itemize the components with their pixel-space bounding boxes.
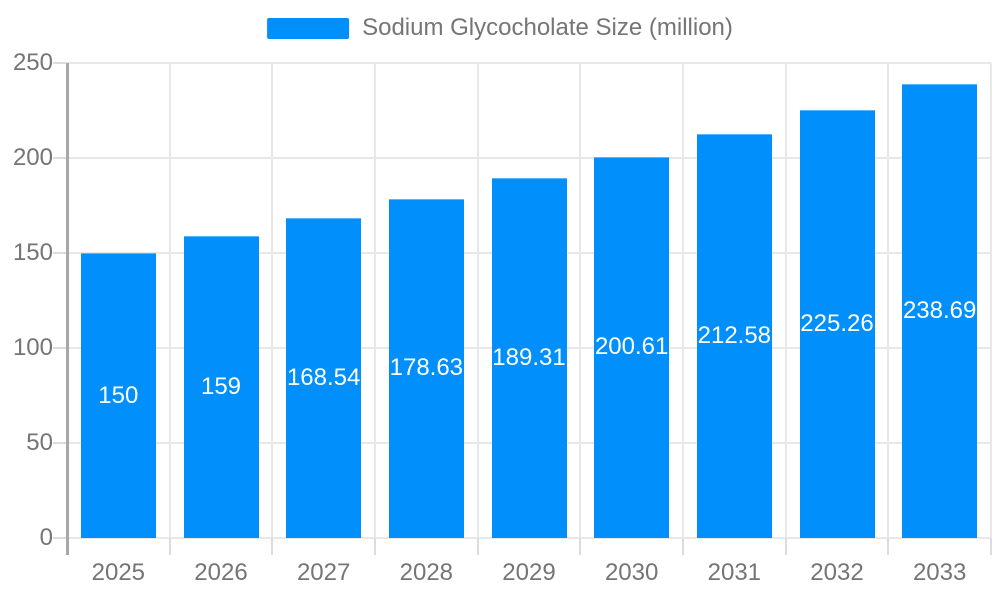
y-axis-tick <box>53 62 67 64</box>
x-axis-tick <box>476 538 479 555</box>
y-axis-label: 250 <box>12 49 53 76</box>
bar[interactable] <box>183 235 259 538</box>
x-axis-tick <box>579 538 582 555</box>
y-axis-label: 200 <box>12 144 53 171</box>
bar[interactable] <box>491 178 567 538</box>
x-gridline <box>374 63 376 538</box>
y-axis-tick <box>53 157 67 159</box>
x-axis-tick <box>682 538 684 555</box>
bar[interactable] <box>80 253 156 538</box>
legend-swatch <box>267 17 350 39</box>
x-axis-label: 2032 <box>810 559 864 586</box>
x-axis-label: 2027 <box>296 559 351 586</box>
y-gridline <box>67 62 991 64</box>
y-axis-label: 100 <box>12 334 53 361</box>
x-gridline <box>990 63 992 538</box>
x-axis-label: 2026 <box>194 559 248 586</box>
y-axis-label: 150 <box>12 239 53 266</box>
y-axis-tick <box>53 537 67 539</box>
y-axis-tick <box>53 442 67 444</box>
x-axis-label: 2030 <box>604 559 659 586</box>
x-gridline <box>579 63 582 538</box>
legend[interactable]: Sodium Glycocholate Size (million) <box>267 14 733 42</box>
x-gridline <box>476 63 479 538</box>
x-gridline <box>682 63 684 538</box>
x-axis-tick <box>887 538 890 555</box>
y-axis-line <box>66 63 69 555</box>
y-axis-tick <box>53 252 67 254</box>
x-gridline <box>271 63 274 538</box>
bar[interactable] <box>799 110 875 538</box>
x-gridline <box>784 63 787 538</box>
x-axis-label: 2033 <box>912 559 967 586</box>
legend-label: Sodium Glycocholate Size (million) <box>362 14 733 41</box>
bar[interactable] <box>594 156 670 538</box>
y-axis-label: 50 <box>26 429 53 456</box>
y-axis-tick <box>53 347 67 349</box>
x-axis-label: 2028 <box>399 559 454 586</box>
y-gridline <box>67 157 991 159</box>
bar[interactable] <box>902 84 978 538</box>
x-axis-label: 2025 <box>91 559 146 586</box>
x-axis-label: 2031 <box>707 559 762 586</box>
x-gridline <box>887 63 890 538</box>
bar[interactable] <box>696 134 772 538</box>
x-axis-tick <box>271 538 274 555</box>
x-gridline <box>168 63 171 538</box>
x-axis-tick <box>784 538 787 555</box>
bar[interactable] <box>388 198 464 538</box>
x-axis-tick <box>374 538 376 555</box>
x-axis-tick <box>990 538 992 555</box>
y-gridline <box>67 537 991 539</box>
bar[interactable] <box>286 217 362 538</box>
x-axis-label: 2029 <box>502 559 556 586</box>
y-axis-label: 0 <box>39 524 53 551</box>
x-axis-tick <box>168 538 171 555</box>
